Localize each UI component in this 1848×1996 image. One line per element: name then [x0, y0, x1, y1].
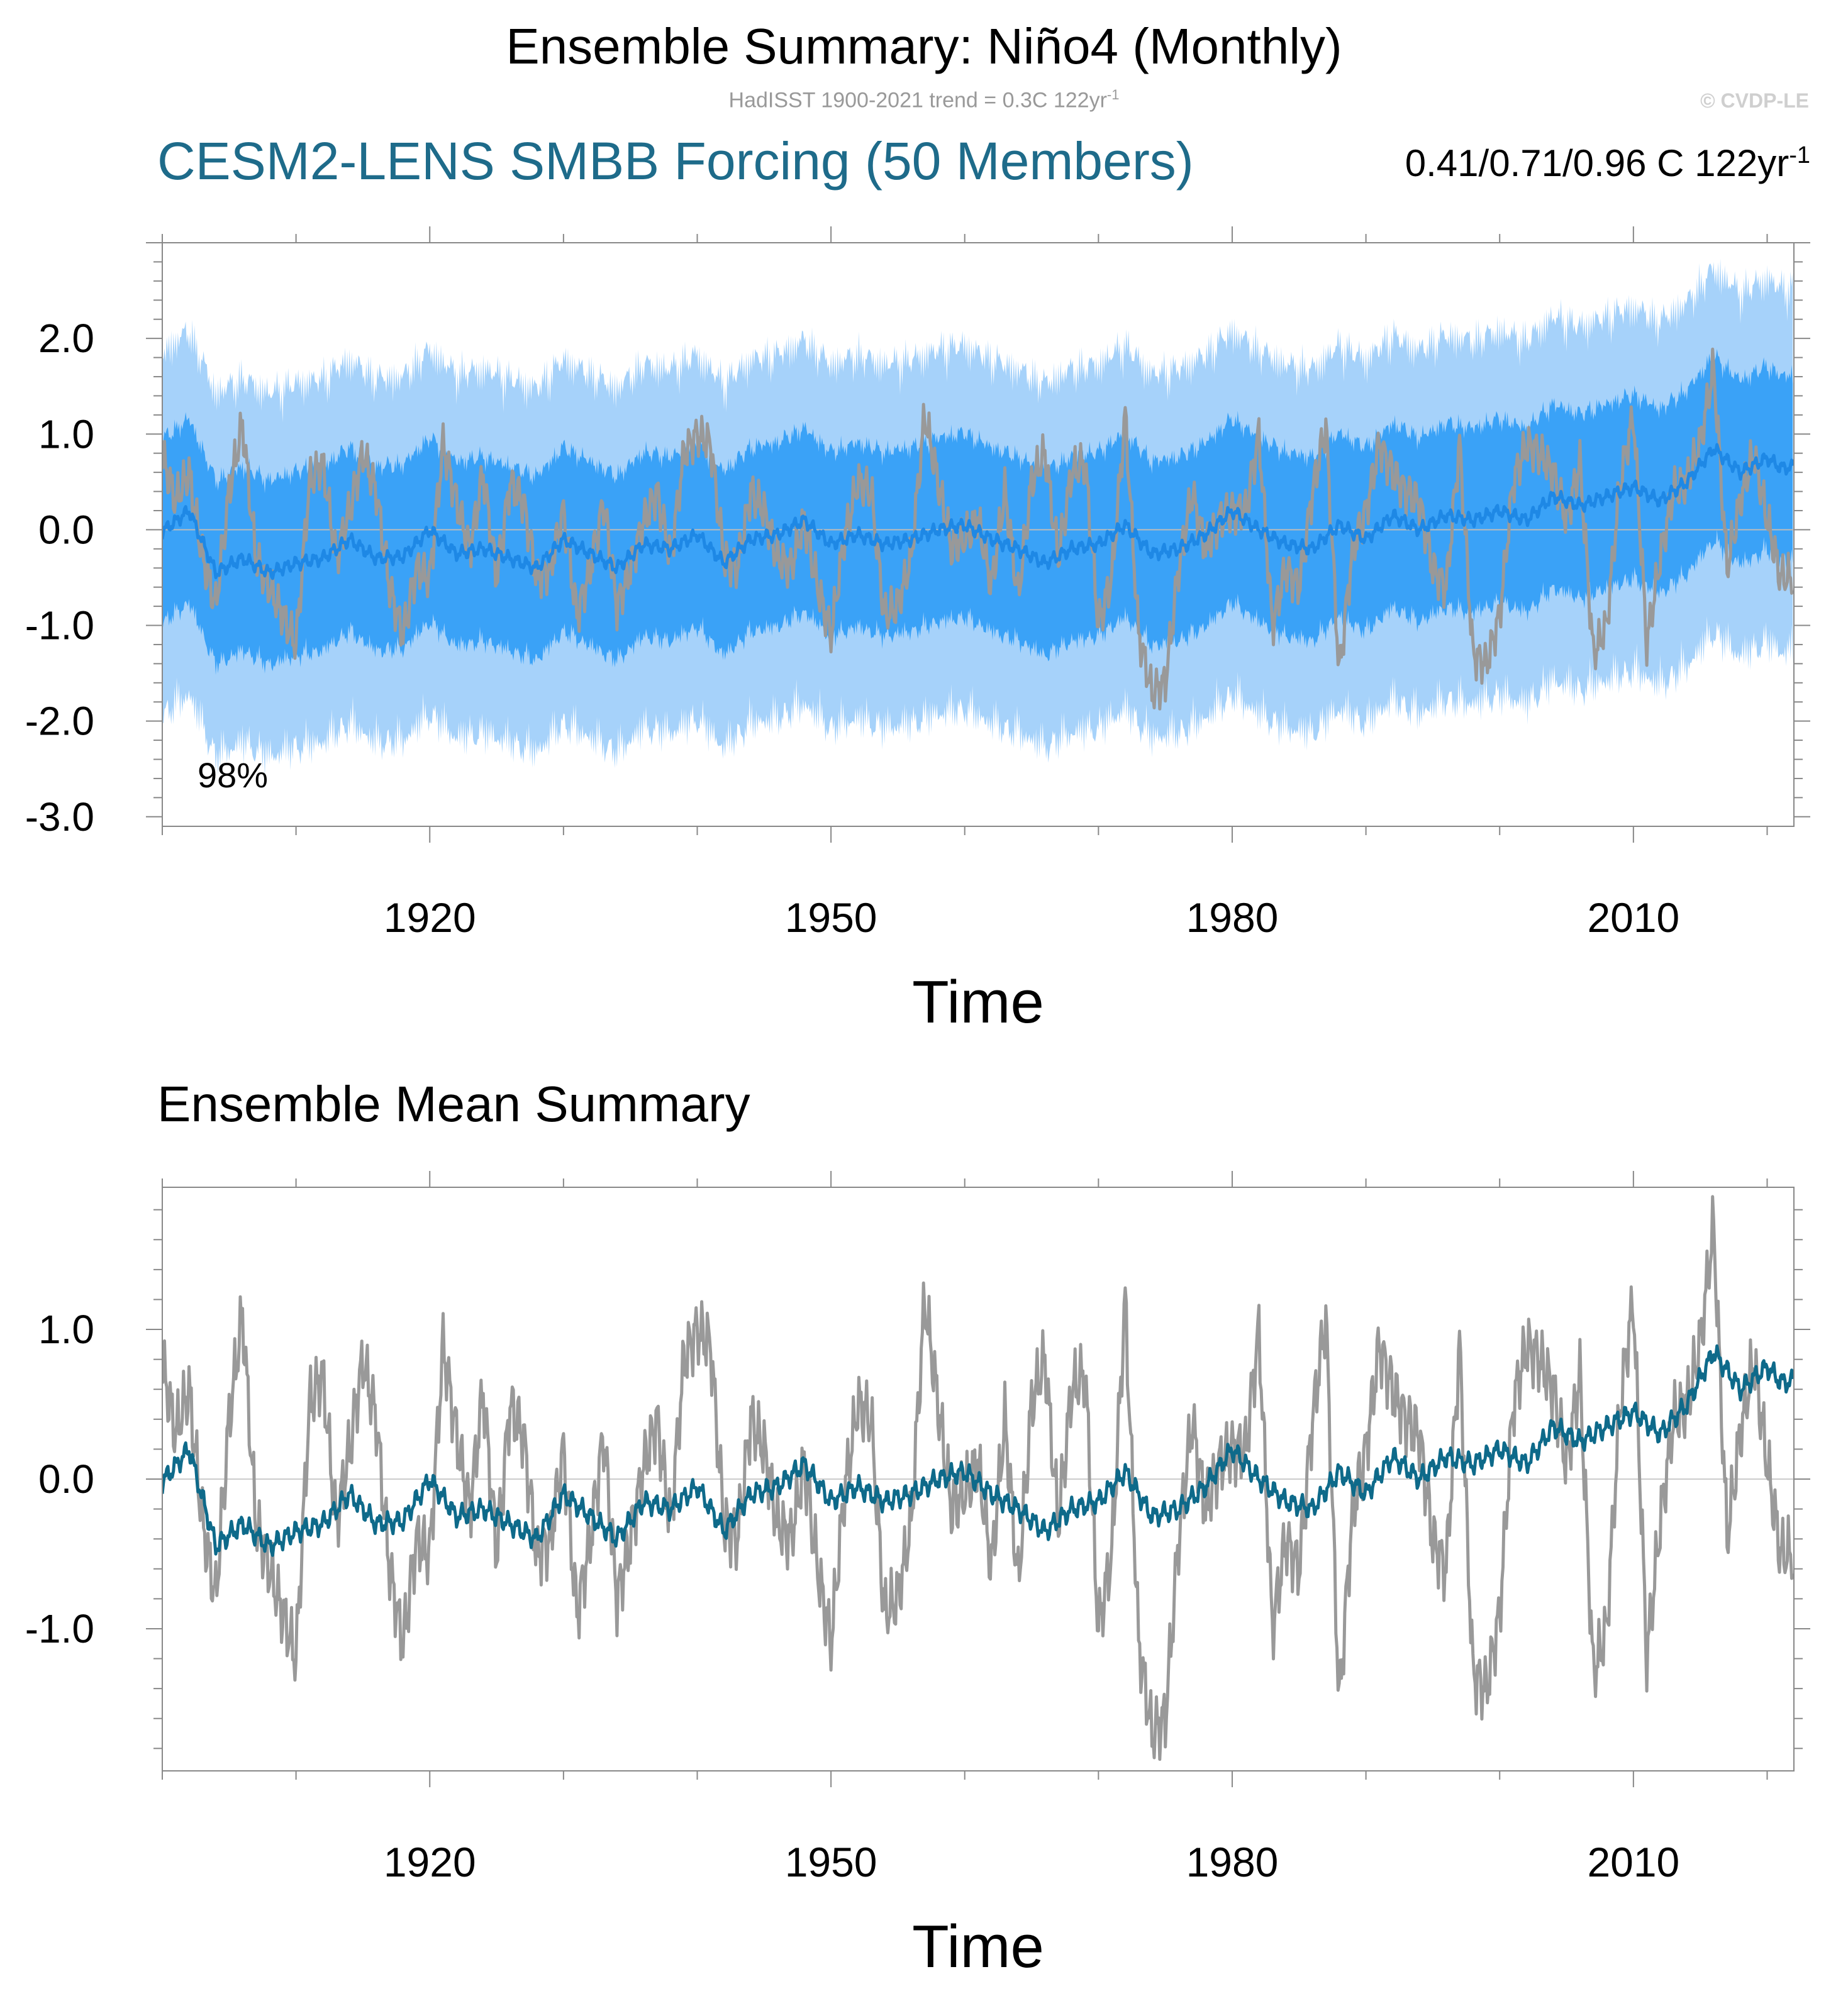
- y-tick-label: -1.0: [25, 1606, 94, 1651]
- trend-annotation: 0.41/0.71/0.96 C 122yr-1: [1405, 143, 1810, 182]
- y-tick-label: 2.0: [38, 316, 94, 361]
- x-tick-label: 1950: [785, 1839, 877, 1885]
- y-tick-label: 0.0: [38, 1456, 94, 1502]
- y-tick-label: -1.0: [25, 603, 94, 648]
- x-tick-label: 2010: [1587, 894, 1679, 941]
- y-tick-label: 1.0: [38, 411, 94, 457]
- main-title: Ensemble Summary: Niño4 (Monthly): [506, 18, 1342, 74]
- y-tick-label: -2.0: [25, 699, 94, 744]
- top-axis-ticks: [146, 226, 1810, 843]
- x-tick-label: 1980: [1186, 894, 1279, 941]
- y-tick-label: -3.0: [25, 794, 94, 840]
- x-tick-label: 1920: [384, 894, 476, 941]
- ensemble-panel-title: CESM2-LENS SMBB Forcing (50 Members): [157, 131, 1194, 191]
- sub-title-text: HadISST 1900-2021 trend = 0.3C 122yr: [728, 88, 1107, 113]
- bottom-x-axis-label: Time: [912, 1913, 1044, 1980]
- y-tick-label: 1.0: [38, 1307, 94, 1352]
- top-plot-frame: [162, 242, 1795, 827]
- inner-band: [162, 349, 1793, 675]
- mean-panel-title: Ensemble Mean Summary: [157, 1076, 750, 1132]
- top-plot-area: 2.0 1.0 0.0 -1.0 -2.0 -3.0 1920 1950 1980 2010 9…: [25, 226, 1810, 1036]
- ensemble-mean-line-bottom: [162, 1344, 1794, 1557]
- ensemble-mean-line-top: [162, 443, 1794, 580]
- sub-title: HadISST 1900-2021 trend = 0.3C 122yr-1: [0, 88, 1848, 111]
- x-tick-label: 1980: [1186, 1839, 1279, 1885]
- band-label: 98%: [198, 755, 268, 795]
- bottom-axis-ticks: [146, 1171, 1810, 1787]
- bottom-plot-area: 1.0 0.0 -1.0 1920 1950 1980 2010 Time: [25, 1171, 1810, 1980]
- x-tick-label: 2010: [1587, 1839, 1679, 1885]
- trend-annotation-text: 0.41/0.71/0.96 C 122yr: [1405, 142, 1790, 184]
- trend-annotation-superscript: -1: [1789, 142, 1810, 169]
- watermark: © CVDP-LE: [1700, 89, 1809, 112]
- x-tick-label: 1950: [785, 894, 877, 941]
- x-tick-label: 1920: [384, 1839, 476, 1885]
- top-x-axis-label: Time: [912, 968, 1044, 1036]
- sub-title-superscript: -1: [1106, 87, 1120, 103]
- y-tick-label: 0.0: [38, 507, 94, 552]
